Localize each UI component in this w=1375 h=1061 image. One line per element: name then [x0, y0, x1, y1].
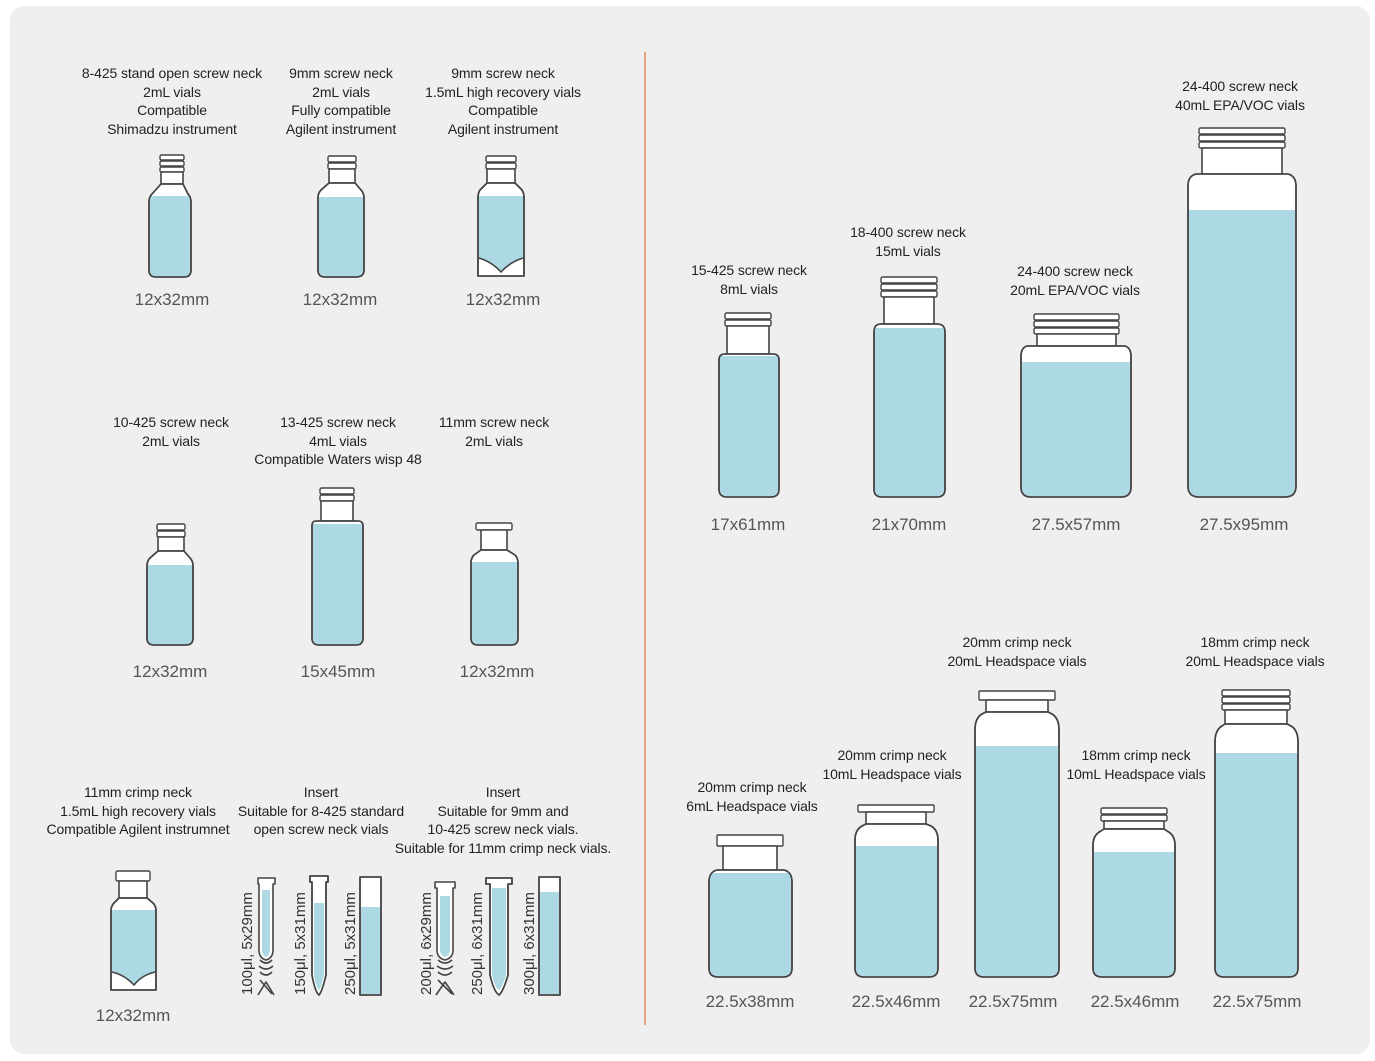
- vial-18-400-screw-neck: [873, 276, 946, 498]
- vial-description: 18mm crimp neck 10mL Headspace vials: [1066, 747, 1206, 782]
- vial-20mm-crimp-10ml-headspace: [854, 804, 939, 978]
- vial-size: 17x61mm: [710, 515, 786, 534]
- vial-15-425-screw-neck: [718, 312, 780, 498]
- insert-label: 250μl, 5x31mm: [342, 892, 359, 995]
- vial-description: 20mm crimp neck 6mL Headspace vials: [686, 779, 818, 814]
- vial-size: 22.5x46mm: [851, 992, 941, 1011]
- vial-description: 24-400 screw neck 20mL EPA/VOC vials: [1010, 263, 1140, 298]
- vial-size: 12x32mm: [95, 1006, 171, 1025]
- vial-13-425-screw-neck: [311, 487, 364, 646]
- vial-size: 22.5x46mm: [1090, 992, 1180, 1011]
- insert-group-9mm: [434, 876, 561, 996]
- vial-size: 22.5x75mm: [968, 992, 1058, 1011]
- vial-24-400-40ml-epa-voc: [1187, 127, 1297, 498]
- vial-description: 11mm crimp neck 1.5mL high recovery vials…: [46, 784, 230, 837]
- vial-description: 9mm screw neck 2mL vials Fully compatible A…: [285, 65, 397, 137]
- vial-10-425-screw-neck: [146, 523, 194, 646]
- insert-description: Insert Suitable for 9mm and 10-425 screw n…: [394, 784, 612, 856]
- vial-size: 21x70mm: [871, 515, 947, 534]
- vial-size: 12x32mm: [459, 662, 535, 681]
- insert-label: 300μl, 6x31mm: [521, 892, 538, 995]
- vial-description: 24-400 screw neck 40mL EPA/VOC vials: [1175, 78, 1305, 113]
- vial-description: 11mm screw neck 2mL vials: [438, 414, 550, 449]
- vial-size: 22.5x38mm: [705, 992, 795, 1011]
- vial-size: 12x32mm: [302, 290, 378, 309]
- insert-label: 150μl, 5x31mm: [292, 892, 309, 995]
- vial-size: 27.5x95mm: [1199, 515, 1289, 534]
- vial-11mm-screw-neck: [470, 522, 519, 646]
- vial-description: 13-425 screw neck 4mL vials Compatible Wat…: [254, 414, 422, 467]
- insert-group-8-425: [257, 875, 382, 996]
- vial-18mm-crimp-20ml-headspace: [1214, 689, 1299, 978]
- vial-description: 20mm crimp neck 10mL Headspace vials: [822, 747, 962, 782]
- vial-description: 20mm crimp neck 20mL Headspace vials: [947, 634, 1087, 669]
- vial-description: 9mm screw neck 1.5mL high recovery vials C…: [425, 65, 581, 137]
- vial-description: 8-425 stand open screw neck 2mL vials Comp…: [81, 65, 263, 137]
- insert-label: 200μl, 6x29mm: [418, 892, 435, 995]
- vial-description: 18mm crimp neck 20mL Headspace vials: [1185, 634, 1325, 669]
- vial-9mm-screw-neck: [317, 155, 365, 278]
- vial-size: 27.5x57mm: [1031, 515, 1121, 534]
- insert-label: 250μl, 6x31mm: [469, 892, 486, 995]
- vial-size: 22.5x75mm: [1212, 992, 1302, 1011]
- vial-size: 15x45mm: [300, 662, 376, 681]
- vial-size: 12x32mm: [134, 290, 210, 309]
- vial-description: 10-425 screw neck 2mL vials: [113, 414, 229, 449]
- section-divider: [644, 52, 646, 1025]
- insert-label: 100μl, 5x29mm: [239, 892, 256, 995]
- vial-24-400-20ml-epa-voc: [1020, 313, 1132, 498]
- vial-20mm-crimp-20ml-headspace: [974, 690, 1060, 978]
- vial-9mm-high-recovery: [477, 155, 525, 277]
- insert-description: Insert Suitable for 8-425 standard open sc…: [237, 784, 405, 837]
- vial-size: 12x32mm: [465, 290, 541, 309]
- vial-11mm-crimp-neck: [110, 870, 157, 991]
- vial-description: 15-425 screw neck 8mL vials: [691, 262, 807, 297]
- vial-size: 12x32mm: [132, 662, 208, 681]
- vial-20mm-crimp-6ml-headspace: [708, 834, 793, 978]
- vial-description: 18-400 screw neck 15mL vials: [850, 224, 966, 259]
- vial-18mm-crimp-10ml-headspace: [1092, 807, 1176, 978]
- vial-8-425-screw-neck: [148, 154, 192, 278]
